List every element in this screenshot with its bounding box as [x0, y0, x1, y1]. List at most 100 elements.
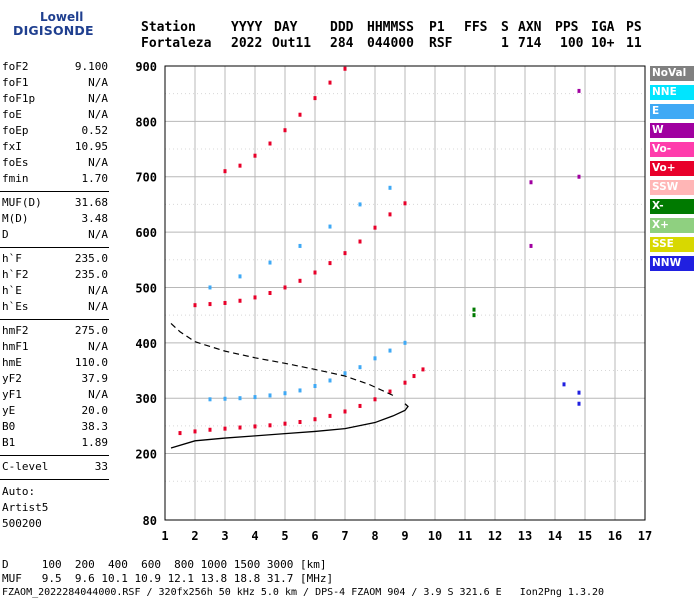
legend-item-nnw: NNW [650, 256, 694, 271]
param-value: N/A [88, 340, 108, 353]
param-row: foF1 N/A [2, 75, 108, 91]
logo-digisonde: DIGISONDE [13, 23, 94, 38]
x-tick-label: 14 [548, 529, 562, 543]
hdr-s-label: S [501, 20, 509, 35]
data-point [403, 380, 407, 385]
hdr-axn-label: AXN [518, 20, 542, 35]
param-value: 37.9 [81, 372, 109, 385]
param-value: 38.3 [81, 420, 109, 433]
legend-item-x-plus: X+ [650, 218, 694, 233]
data-point [238, 163, 242, 168]
data-point [529, 243, 533, 248]
data-point [358, 239, 362, 244]
param-label: foF1p [2, 92, 36, 105]
data-point [253, 295, 257, 300]
param-value: 1.70 [81, 172, 109, 185]
x-tick-label: 17 [638, 529, 652, 543]
divider [0, 479, 109, 480]
data-point [328, 80, 332, 85]
footer-distance-row: D 100 200 400 600 800 1000 1500 3000 [km… [2, 558, 327, 571]
param-row: hmF1 N/A [2, 339, 108, 355]
divider [0, 319, 109, 320]
param-label: C-level [2, 460, 49, 473]
hdr-ddd-label: DDD [330, 20, 354, 35]
param-value: 275.0 [74, 324, 108, 337]
y-tick-label: 400 [135, 337, 157, 351]
hdr-day-label: DAY [274, 20, 298, 35]
data-point [268, 260, 272, 265]
param-row: B0 38.3 [2, 419, 108, 435]
param-value: 33 [94, 460, 108, 473]
data-point [388, 185, 392, 190]
data-point [358, 202, 362, 207]
y-tick-label: 900 [135, 60, 157, 74]
param-row: foEs N/A [2, 155, 108, 171]
param-row: yF2 37.9 [2, 371, 108, 387]
hdr-s-value: 1 [501, 36, 509, 51]
data-point [298, 278, 302, 283]
param-label: foEs [2, 156, 29, 169]
data-point [223, 426, 227, 431]
param-label: M(D) [2, 212, 29, 225]
data-point [403, 201, 407, 206]
data-point [313, 270, 317, 275]
param-row: h`Es N/A [2, 299, 108, 315]
param-value: 1.89 [81, 436, 109, 449]
data-point [268, 141, 272, 146]
legend-item-vo-minus: Vo- [650, 142, 694, 157]
x-tick-label: 13 [518, 529, 532, 543]
data-point [388, 389, 392, 394]
data-point [472, 307, 476, 312]
legend-item-sse: SSE [650, 237, 694, 252]
param-row: h`E N/A [2, 283, 108, 299]
data-point [268, 291, 272, 295]
data-point [529, 180, 533, 185]
param-label: foE [2, 108, 22, 121]
hdr-ps-label: PS [626, 20, 642, 35]
data-point [208, 397, 212, 402]
legend-item-x-minus: X- [650, 199, 694, 214]
param-value: N/A [88, 92, 108, 105]
profile-curve [170, 403, 409, 449]
data-point [298, 112, 302, 117]
param-label: foF2 [2, 60, 29, 73]
data-point [238, 396, 242, 401]
data-point [388, 348, 392, 353]
param-row: hmE 110.0 [2, 355, 108, 371]
data-point [253, 424, 257, 429]
x-tick-label: 5 [281, 529, 288, 543]
param-value: 0.52 [81, 124, 109, 137]
data-point [373, 397, 377, 402]
data-point [412, 374, 416, 379]
data-point [373, 225, 377, 230]
data-point [238, 274, 242, 279]
param-row: foE N/A [2, 107, 108, 123]
data-point [577, 390, 581, 395]
param-label: h`Es [2, 300, 29, 313]
legend-item-ssw: SSW [650, 180, 694, 195]
param-value: 31.68 [74, 196, 108, 209]
y-tick-label: 800 [135, 115, 157, 129]
param-label: fmin [2, 172, 29, 185]
param-label: D [2, 228, 9, 241]
param-label: h`F2 [2, 268, 29, 281]
legend-item-w: W [650, 123, 694, 138]
x-tick-label: 15 [578, 529, 592, 543]
data-point [328, 413, 332, 418]
legend-item-vo-plus: Vo+ [650, 161, 694, 176]
x-tick-label: 7 [341, 529, 348, 543]
param-value: N/A [88, 284, 108, 297]
x-tick-label: 8 [371, 529, 378, 543]
param-label: B0 [2, 420, 16, 433]
y-tick-label: 500 [135, 281, 157, 295]
param-row: fmin 1.70 [2, 171, 108, 187]
divider [0, 191, 109, 192]
auto-program: Artist5 [2, 501, 49, 514]
param-label: hmF2 [2, 324, 29, 337]
param-label: h`F [2, 252, 22, 265]
hdr-pps-value: 100 [560, 36, 584, 51]
hdr-ps-value: 11 [626, 36, 642, 51]
param-label: yE [2, 404, 16, 417]
divider [0, 247, 109, 248]
data-point [313, 417, 317, 422]
